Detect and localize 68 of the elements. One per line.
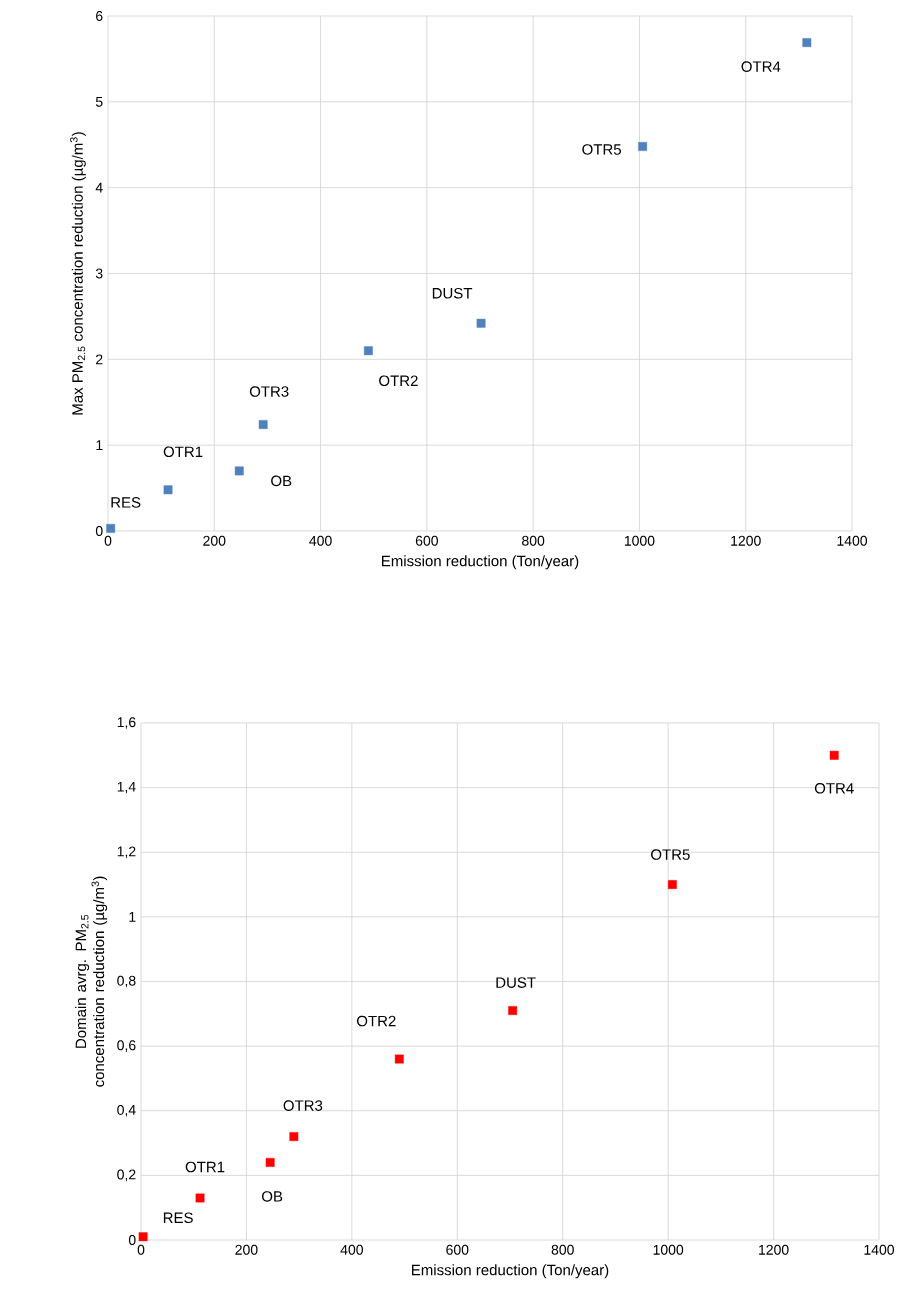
point <box>508 1006 518 1015</box>
annotation: OTR5 <box>651 849 690 860</box>
point <box>638 142 648 151</box>
x-tick-label: 1000 <box>624 535 655 546</box>
x-tick-label: 0 <box>104 535 112 546</box>
y-tick-label: 2 <box>96 354 103 365</box>
annotation: RES <box>111 497 141 508</box>
x-tick-label: 800 <box>551 1244 574 1255</box>
y-tick-label: 4 <box>95 182 103 193</box>
point <box>258 420 268 429</box>
point <box>138 1232 148 1242</box>
y-tick-label: 0,8 <box>117 975 136 988</box>
annotation: OB <box>271 475 292 487</box>
y-tick-label: 5 <box>95 96 103 107</box>
point <box>476 318 486 328</box>
y-tick-label: 6 <box>96 11 103 21</box>
point <box>106 524 116 533</box>
x-tick-label: 400 <box>309 535 332 546</box>
y-tick-label: 1,2 <box>117 846 136 859</box>
annotation: OB <box>262 1191 283 1202</box>
point <box>802 38 812 47</box>
y-tick-label: 0,4 <box>117 1104 136 1117</box>
x-tick-label: 1400 <box>837 535 868 546</box>
y-axis-title: Domain avrg. PM$_{2.5}$ concentration reduction (µg/m$^{3}$) <box>75 876 108 1087</box>
x-tick-label: 800 <box>522 535 545 546</box>
x-axis-title: Emission reduction (Ton/year) <box>382 555 579 570</box>
annotation: OTR3 <box>283 1100 323 1111</box>
annotation: OTR3 <box>249 386 289 397</box>
annotation: OTR1 <box>185 1161 225 1173</box>
annotation: OTR2 <box>379 375 418 387</box>
x-axis-title: Emission reduction (Ton/year) <box>412 1264 609 1279</box>
x-tick-label: 200 <box>235 1244 258 1255</box>
y-tick-label: 3 <box>95 268 103 279</box>
x-tick-label: 200 <box>203 535 226 546</box>
annotation: RES <box>163 1212 193 1224</box>
point <box>163 485 173 495</box>
x-tick-label: 1400 <box>864 1244 895 1255</box>
annotation: DUST <box>432 287 473 299</box>
x-tick-label: 1200 <box>759 1244 789 1255</box>
point <box>289 1132 299 1141</box>
point <box>667 880 677 889</box>
y-tick-label: 0 <box>128 1235 136 1245</box>
point <box>265 1158 275 1167</box>
y-tick-label: 1 <box>96 440 103 450</box>
y-tick-label: 1 <box>129 912 136 922</box>
point <box>234 466 244 476</box>
x-tick-label: 400 <box>340 1244 363 1255</box>
annotation: OTR4 <box>741 61 781 72</box>
y-tick-label: 0,2 <box>117 1169 136 1182</box>
annotation: OTR4 <box>814 782 854 794</box>
y-tick-label: 0 <box>95 526 103 536</box>
x-tick-label: 1200 <box>731 535 761 546</box>
point <box>829 750 839 760</box>
point <box>394 1054 404 1064</box>
y-tick-label: 1,4 <box>117 781 136 794</box>
y-tick-label: 1,6 <box>117 717 136 729</box>
y-tick-label: 0,6 <box>117 1040 136 1052</box>
x-tick-label: 0 <box>137 1244 145 1255</box>
annotation: OTR5 <box>582 144 621 155</box>
annotation: DUST <box>496 977 536 988</box>
point <box>364 346 373 356</box>
point <box>195 1193 205 1203</box>
x-tick-label: 600 <box>446 1244 469 1255</box>
y-axis-title: Max PM$_{2.5}$ concentration reduction (µg/m$^{3}$) <box>70 132 86 415</box>
annotation: OTR2 <box>357 1015 396 1027</box>
annotation: OTR1 <box>163 446 203 458</box>
x-tick-label: 1000 <box>653 1244 684 1255</box>
x-tick-label: 600 <box>415 535 438 546</box>
